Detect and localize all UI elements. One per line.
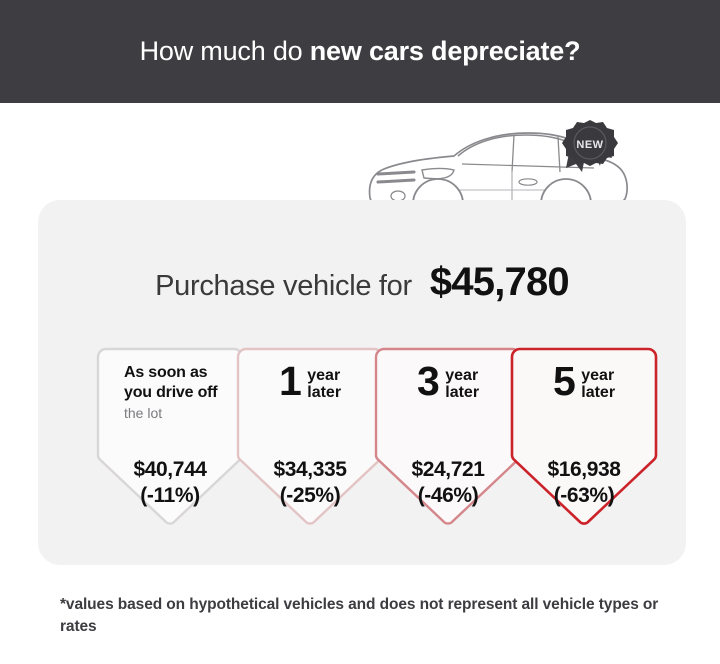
- card-value-0: $40,744 (-11%): [96, 457, 244, 508]
- purchase-line: Purchase vehicle for $45,780: [38, 260, 686, 305]
- card-year-unit-1: year later: [307, 363, 341, 402]
- card-unit-line2-1: later: [307, 384, 342, 402]
- footnote: *values based on hypothetical vehicles a…: [60, 596, 659, 636]
- car-illustration: NEW: [362, 112, 632, 238]
- depreciation-card-3[interactable]: 5 year later $16,938 (-63%): [510, 347, 658, 525]
- card-percent-1: (-25%): [279, 483, 341, 507]
- purchase-amount: $45,780: [429, 260, 570, 304]
- card-year-number-2: 3: [416, 358, 440, 404]
- page-title: How much do new cars depreciate?: [140, 36, 581, 67]
- card-unit-line1-1: year: [307, 367, 341, 384]
- card-value-3: $16,938 (-63%): [510, 457, 658, 508]
- purchase-label: Purchase vehicle for: [155, 270, 412, 302]
- card-head-3: 5 year later: [510, 358, 658, 404]
- card-head-2: 3 year later: [374, 358, 522, 404]
- card-head-0: As soon as you drive off the lot: [96, 363, 244, 422]
- card-head-sub-0: the lot: [124, 405, 163, 422]
- card-value-1: $34,335 (-25%): [236, 457, 384, 508]
- page-title-light: How much do: [139, 36, 310, 66]
- card-year-number-1: 1: [278, 358, 302, 404]
- depreciation-card-0[interactable]: As soon as you drive off the lot $40,744…: [96, 347, 244, 525]
- card-year-unit-3: year later: [581, 363, 615, 402]
- svg-text:NEW: NEW: [576, 139, 603, 151]
- card-value-2: $24,721 (-46%): [374, 457, 522, 508]
- card-year-unit-2: year later: [445, 363, 479, 402]
- card-percent-2: (-46%): [417, 483, 479, 507]
- arrow-shape-3: [510, 347, 658, 525]
- card-unit-line2-2: later: [445, 384, 480, 402]
- card-unit-line1-3: year: [581, 367, 615, 384]
- card-percent-0: (-11%): [140, 483, 200, 507]
- page-title-strong: new cars depreciate?: [309, 36, 581, 66]
- card-amount-2: $24,721: [411, 458, 485, 481]
- depreciation-cards-row: As soon as you drive off the lot $40,744…: [96, 347, 696, 537]
- card-unit-line1-2: year: [445, 367, 479, 384]
- depreciation-card-2[interactable]: 3 year later $24,721 (-46%): [374, 347, 522, 525]
- card-percent-3: (-63%): [553, 483, 615, 507]
- card-year-number-3: 5: [552, 358, 576, 404]
- card-head-1: 1 year later: [236, 358, 384, 404]
- header-bar: How much do new cars depreciate?: [0, 0, 720, 103]
- card-unit-line2-3: later: [581, 384, 616, 402]
- card-amount-3: $16,938: [547, 458, 621, 481]
- card-amount-1: $34,335: [273, 458, 347, 481]
- card-amount-0: $40,744: [133, 458, 207, 481]
- depreciation-card-1[interactable]: 1 year later $34,335 (-25%): [236, 347, 384, 525]
- new-badge-rosette: NEW: [562, 120, 618, 166]
- card-head-bold-0: As soon as you drive off: [124, 364, 218, 401]
- main-panel: Purchase vehicle for $45,780 As soon as …: [38, 200, 686, 565]
